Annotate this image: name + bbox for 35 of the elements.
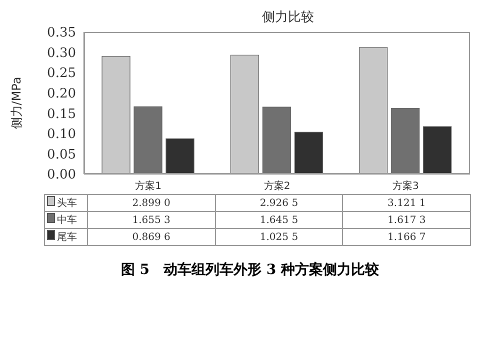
y-tick-label: 0.05 xyxy=(47,147,76,162)
y-axis-title: 侧力/MPa xyxy=(9,76,24,130)
bar xyxy=(294,132,323,174)
text: 3.121 1 xyxy=(342,194,470,212)
bar xyxy=(102,56,130,174)
caption: 图 5 动车组列车外形 3 种方案侧力比较 xyxy=(120,260,380,280)
bar xyxy=(230,54,259,174)
bar xyxy=(262,106,291,174)
y-tick-label: 0.20 xyxy=(47,86,76,102)
text: 1.025 5 xyxy=(215,228,343,246)
text: 2.926 5 xyxy=(215,194,343,212)
x-tick-label: 方案3 xyxy=(392,180,419,192)
legend-label: 中车 xyxy=(44,212,88,228)
text: 1.617 3 xyxy=(342,212,470,228)
bar xyxy=(134,106,162,174)
x-tick-label: 方案2 xyxy=(264,180,290,192)
y-tick-label: 0.35 xyxy=(47,26,76,41)
legend-label: 尾车 xyxy=(44,228,88,246)
text: 0.869 6 xyxy=(88,228,216,246)
text: 1.645 5 xyxy=(215,212,343,228)
y-tick-label: 0.25 xyxy=(47,66,76,82)
y-tick-label: 0.10 xyxy=(47,127,76,142)
chart-title: 侧力比较 xyxy=(261,9,315,26)
legend-label: 头车 xyxy=(44,194,88,212)
y-tick-label: 0.30 xyxy=(47,46,76,61)
y-tick-label: 0.15 xyxy=(47,106,76,122)
bar xyxy=(166,138,194,174)
bar xyxy=(423,126,452,174)
y-tick-label: 0.00 xyxy=(47,168,76,183)
text: 1.166 7 xyxy=(342,228,470,246)
text: 1.655 3 xyxy=(88,212,216,228)
bar xyxy=(391,108,420,174)
x-tick-label: 方案1 xyxy=(135,180,162,192)
text: 2.899 0 xyxy=(88,194,216,212)
bar xyxy=(359,47,388,174)
